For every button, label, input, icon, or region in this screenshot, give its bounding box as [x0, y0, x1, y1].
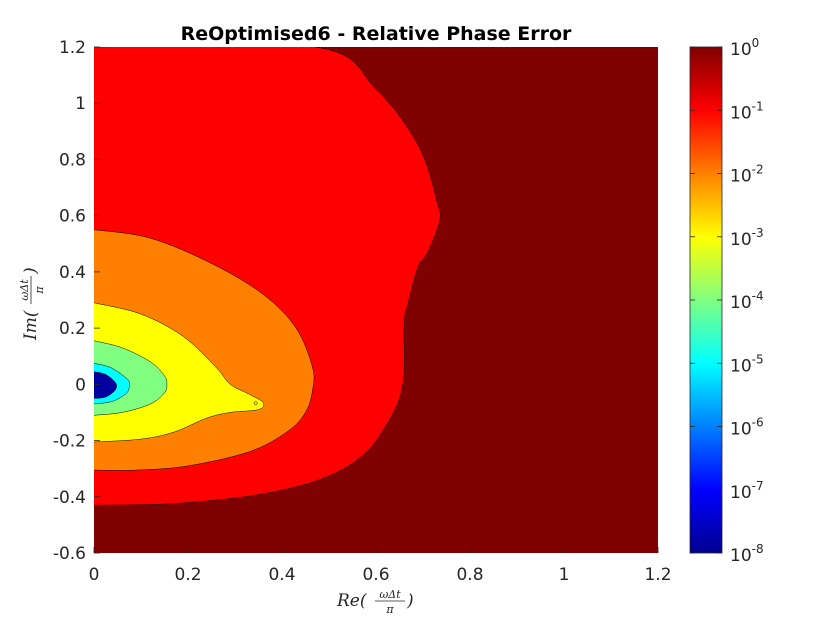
y-axis-ticks: -0.6 -0.4 -0.2 0 0.2 0.4 0.6 0.8 1 1.2: [53, 38, 100, 564]
x-tick-label: 0.4: [268, 565, 295, 585]
colorbar-tick-label: 10-6: [730, 416, 764, 440]
colorbar-tick-label: 100: [730, 36, 759, 60]
y-tick-label: -0.6: [53, 544, 86, 564]
x-axis-label-denominator: π: [385, 603, 394, 616]
y-tick-label: 0.2: [59, 319, 86, 339]
y-axis-label-suffix: ): [21, 267, 41, 275]
y-tick-label: 0.8: [59, 150, 86, 170]
x-tick-label: 1.2: [644, 565, 671, 585]
y-tick-label: 0: [75, 375, 86, 395]
contour-levels: [94, 47, 441, 506]
x-axis-ticks: 0 0.2 0.4 0.6 0.8 1 1.2: [89, 547, 672, 585]
x-tick-label: 0.2: [174, 565, 201, 585]
chart-title: ReOptimised6 - Relative Phase Error: [181, 23, 572, 45]
contour-level-5: [94, 371, 117, 399]
x-tick-label: 0.6: [362, 565, 389, 585]
y-axis-label-prefix: Im(: [21, 310, 41, 341]
y-axis-label: Im( ωΔt π ): [18, 267, 46, 341]
colorbar-tick-label: 10-1: [730, 99, 764, 123]
y-tick-label: 0.4: [59, 263, 86, 283]
x-tick-label: 0.8: [456, 565, 483, 585]
y-tick-label: -0.2: [53, 432, 86, 452]
colorbar-tick-label: 10-7: [730, 479, 764, 503]
contour-island: [253, 401, 258, 405]
x-axis-label-prefix: Re(: [336, 591, 367, 611]
x-axis-label-numerator: ωΔt: [379, 588, 401, 601]
y-tick-label: 0.6: [59, 207, 86, 227]
x-tick-label: 1: [559, 565, 570, 585]
y-tick-label: 1.2: [59, 38, 86, 58]
colorbar-tick-label: 10-3: [730, 226, 764, 250]
y-tick-label: -0.4: [53, 488, 86, 508]
y-axis-label-numerator: ωΔt: [18, 279, 31, 301]
colorbar-tick-label: 10-4: [730, 289, 764, 313]
colorbar-tick-label: 10-2: [730, 163, 764, 187]
colorbar-tick-label: 10-8: [730, 542, 764, 566]
colorbar-tick-label: 10-5: [730, 352, 764, 376]
x-tick-label: 0: [89, 565, 100, 585]
x-axis-label: Re( ωΔt π ): [336, 588, 414, 616]
colorbar-ticks: 100 10-1 10-2 10-3 10-4 10-5 10-6 10-7 10-8: [690, 36, 764, 566]
y-axis-label-denominator: π: [33, 286, 46, 295]
x-axis-label-suffix: ): [406, 591, 414, 611]
plot-area: [94, 47, 658, 553]
y-tick-label: 1: [75, 94, 86, 114]
